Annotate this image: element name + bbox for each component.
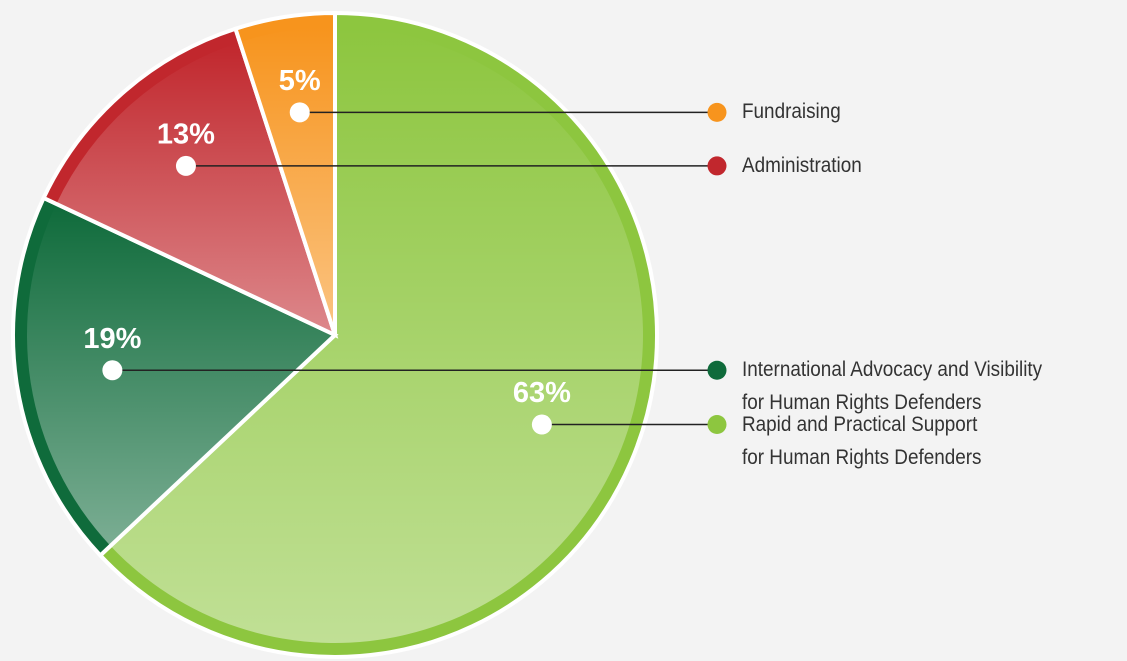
value-label: 13% — [157, 119, 215, 151]
slice-shade — [110, 27, 643, 643]
value-label: 19% — [83, 323, 141, 355]
slice-shade — [27, 203, 335, 546]
label-dot — [289, 102, 310, 123]
legend-marker — [707, 102, 727, 122]
legend-marker — [707, 156, 727, 176]
legend-marker — [707, 360, 727, 380]
slice-shade — [56, 42, 336, 336]
label-dot — [102, 360, 123, 381]
value-label: 5% — [279, 65, 321, 97]
legend-label: Administration — [742, 153, 862, 177]
slice-shade — [239, 27, 335, 335]
legend-label: International Advocacy and Visibility fo… — [742, 358, 1043, 415]
legend-label: Fundraising — [742, 100, 841, 124]
value-label: 63% — [513, 377, 571, 409]
label-dot — [175, 155, 196, 176]
legend-label: Rapid and Practical Support for Human Ri… — [742, 412, 982, 469]
label-dot — [531, 414, 552, 435]
legend-marker — [707, 415, 727, 435]
